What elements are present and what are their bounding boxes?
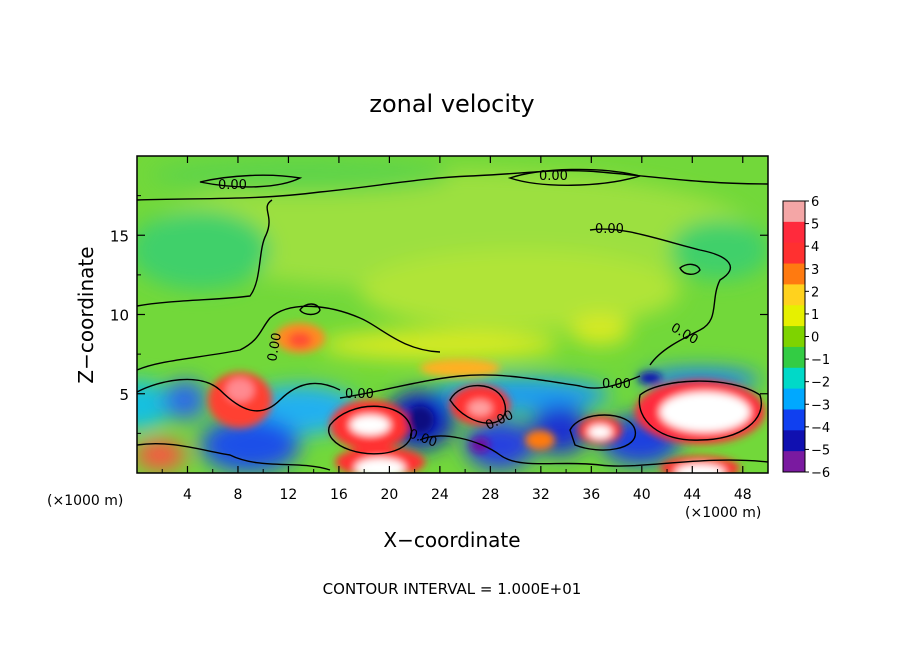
- colorbar-swatch: [783, 388, 805, 410]
- contour-lines: [137, 168, 768, 471]
- contour-label: 0.00: [539, 169, 568, 184]
- colorbar-swatch: [783, 242, 805, 265]
- colorbar-label: 5: [811, 218, 819, 233]
- colorbar-swatch: [783, 451, 805, 473]
- x-tick-label: 16: [330, 487, 348, 503]
- y-tick-label: 10: [110, 307, 129, 325]
- contour-interval-footer: CONTOUR INTERVAL = 1.000E+01: [323, 580, 582, 598]
- x-tick-label: 8: [233, 487, 242, 503]
- colorbar-swatch: [783, 305, 805, 327]
- colorbar-label: 2: [811, 285, 819, 300]
- colorbar-label: 4: [811, 240, 819, 255]
- colorbar-swatch: [783, 284, 805, 306]
- plot-area: [137, 156, 768, 473]
- x-tick-label: 48: [734, 487, 752, 503]
- y-tick-label: 15: [110, 227, 129, 245]
- colorbar-label: −4: [811, 421, 830, 436]
- colorbar: 6 5 4 3 2 1 0 −1 −2 −3 −4 −5 −6: [782, 195, 830, 481]
- colorbar-label: −3: [811, 398, 830, 413]
- y-axis: 5 10 15: [110, 195, 768, 434]
- contour-label: 0.00: [265, 332, 285, 363]
- field-cores: [208, 323, 765, 473]
- contour-label: 0.00: [345, 387, 374, 402]
- colorbar-swatch: [783, 221, 805, 244]
- y-axis-label: Z−coordinate: [74, 246, 98, 383]
- colorbar-swatch: [783, 409, 805, 431]
- x-tick-label: 44: [683, 487, 701, 503]
- colorbar-label: 6: [811, 195, 819, 210]
- colorbar-label: −1: [811, 353, 830, 368]
- colorbar-label: −2: [811, 376, 830, 391]
- x-unit-left: (×1000 m): [47, 493, 123, 509]
- x-tick-label: 28: [481, 487, 499, 503]
- contour-label: 0.00: [218, 178, 247, 193]
- colorbar-swatch: [783, 201, 805, 223]
- x-tick-label: 36: [582, 487, 600, 503]
- x-tick-label: 20: [380, 487, 398, 503]
- x-tick-label: 32: [532, 487, 550, 503]
- x-tick-label: 12: [280, 487, 298, 503]
- contour-label: 0.00: [602, 377, 631, 392]
- colorbar-swatch: [783, 430, 805, 452]
- x-tick-label: 40: [633, 487, 651, 503]
- x-axis-label: X−coordinate: [383, 528, 520, 552]
- colorbar-label: −5: [811, 443, 830, 458]
- x-unit-right: (×1000 m): [685, 505, 761, 521]
- y-tick-label: 5: [119, 386, 129, 404]
- colorbar-label: 3: [811, 263, 819, 278]
- contour-label: 0.00: [595, 222, 624, 237]
- chart-title: zonal velocity: [369, 90, 534, 118]
- colorbar-label: 0: [811, 331, 819, 346]
- colorbar-swatch: [783, 263, 805, 285]
- x-tick-label: 4: [183, 487, 192, 503]
- x-axis: 4 8 12 16 20 24 28 32 36 40 44 48: [161, 156, 752, 503]
- x-tick-label: 24: [431, 487, 449, 503]
- colorbar-swatch: [783, 346, 805, 369]
- colorbar-label: −6: [811, 466, 830, 481]
- colorbar-label: 1: [811, 308, 819, 323]
- colorbar-swatch: [783, 367, 805, 390]
- colorbar-swatch: [783, 326, 805, 348]
